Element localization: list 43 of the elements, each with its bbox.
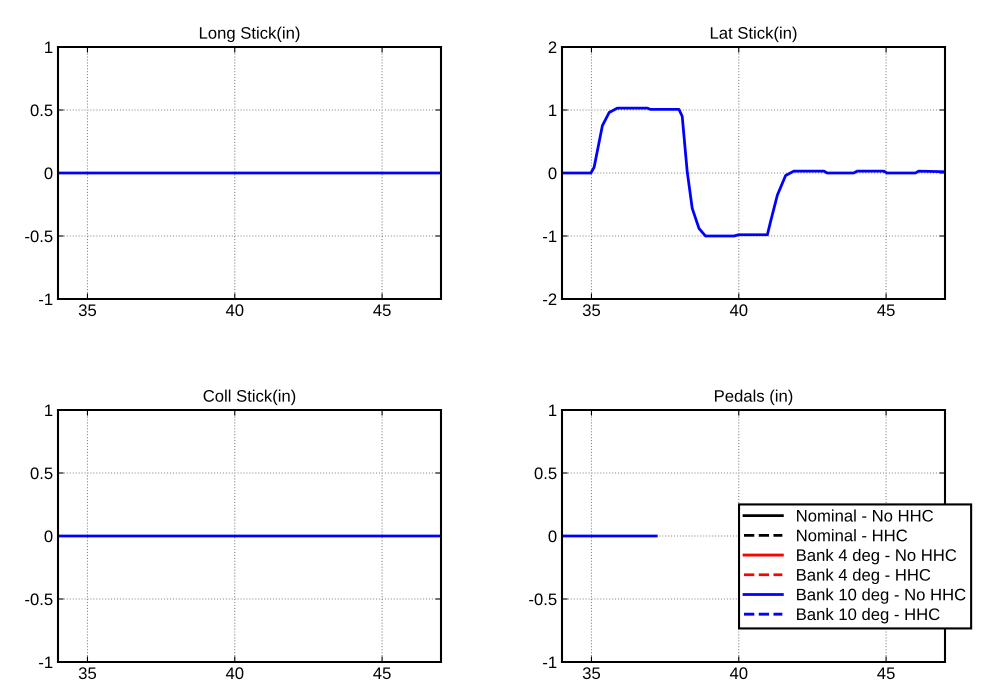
y-tick-label: -1 xyxy=(39,656,52,668)
x-tick-label: 40 xyxy=(730,667,748,680)
chart-title: Long Stick(in) xyxy=(200,26,300,42)
legend-label: Bank 10 deg - HHC xyxy=(797,608,940,624)
x-tick-label: 35 xyxy=(78,304,96,316)
legend-label: Nominal - HHC xyxy=(797,529,908,542)
y-tick-label: 0.5 xyxy=(30,104,52,116)
y-tick-label: -1 xyxy=(543,230,556,242)
x-tick-label: 45 xyxy=(877,304,895,316)
y-tick-label: -0.5 xyxy=(25,230,52,242)
x-tick-label: 45 xyxy=(877,667,895,680)
y-tick-label: -2 xyxy=(543,293,556,306)
legend-label: Bank 4 deg - HHC xyxy=(797,568,930,584)
y-tick-label: 1 xyxy=(549,104,556,116)
y-tick-label: 1 xyxy=(45,404,52,416)
x-tick-label: 40 xyxy=(226,667,244,680)
chart-title: Coll Stick(in) xyxy=(204,390,296,406)
x-tick-label: 40 xyxy=(730,304,748,316)
y-tick-label: -1 xyxy=(543,656,556,668)
y-tick-label: 0 xyxy=(548,530,556,542)
y-tick-label: 2 xyxy=(548,41,556,54)
y-tick-label: 0 xyxy=(44,167,52,180)
y-tick-label: 1 xyxy=(549,404,556,416)
y-tick-label: -0.5 xyxy=(529,593,556,606)
x-tick-label: 40 xyxy=(226,304,244,316)
y-tick-label: 0 xyxy=(548,167,556,180)
y-tick-label: -0.5 xyxy=(25,593,52,606)
y-tick-label: -1 xyxy=(39,294,52,306)
x-tick-label: 35 xyxy=(582,667,600,680)
legend-label: Bank 10 deg - No HHC xyxy=(797,588,966,604)
legend-label: Bank 4 deg - No HHC xyxy=(797,548,956,564)
y-tick-label: 0.5 xyxy=(30,467,52,480)
chart-title: Pedals (in) xyxy=(715,390,792,406)
x-tick-label: 45 xyxy=(373,304,391,316)
line-series xyxy=(562,106,945,238)
legend-label: Nominal - No HHC xyxy=(797,509,934,522)
y-tick-label: 0 xyxy=(44,530,52,542)
y-tick-label: 0.5 xyxy=(534,467,556,480)
x-tick-label: 35 xyxy=(78,667,96,680)
chart-title: Lat Stick(in) xyxy=(710,26,796,42)
y-tick-label: 1 xyxy=(45,42,52,54)
x-tick-label: 45 xyxy=(373,667,391,680)
x-tick-label: 35 xyxy=(582,304,600,316)
